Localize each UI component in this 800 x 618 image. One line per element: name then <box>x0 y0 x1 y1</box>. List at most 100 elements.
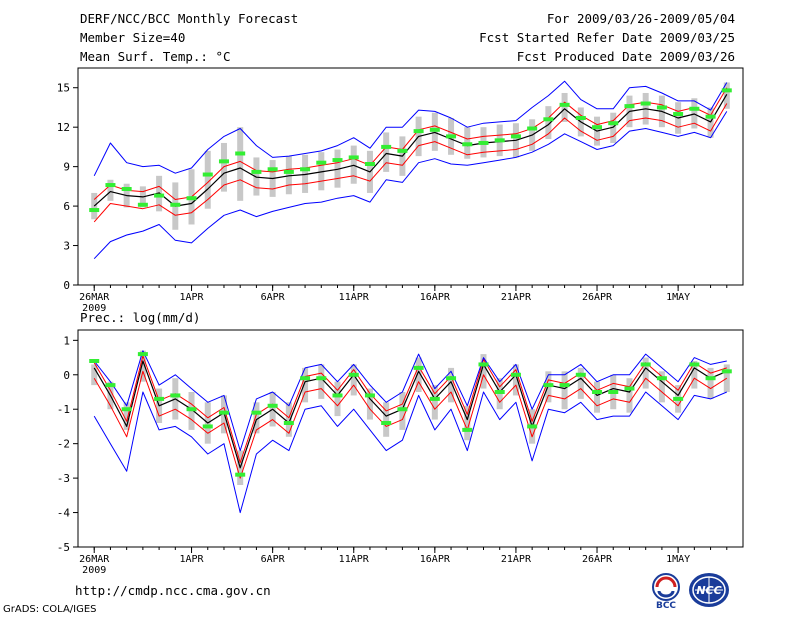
temp-observed-point <box>413 129 424 134</box>
temp-observed-point <box>283 169 294 174</box>
member-size: Member Size=40 <box>80 30 186 45</box>
prec-member-bar <box>431 385 438 420</box>
temp-member-bar <box>545 106 552 140</box>
prec-series-upper-inner <box>93 355 727 464</box>
prec-member-bar <box>691 361 698 389</box>
temp-observed-point <box>300 167 311 172</box>
temp-observed-point <box>446 134 457 139</box>
prec-y-tick-label: 0 <box>63 369 70 382</box>
prec-member-bar <box>480 354 487 389</box>
prec-member-bar <box>334 381 341 417</box>
prec-x-tick-label: 11APR <box>339 554 370 565</box>
bcc-logo-label: BCC <box>656 601 676 610</box>
temp-x-year-label: 2009 <box>82 303 106 314</box>
prec-observed-point <box>689 362 700 367</box>
prec-series-lower-inner <box>93 370 728 479</box>
temp-panel: 0 3 6 9 12 15 26MAR 1APR 6APR 11APR 16APR 21APR 26AP… <box>57 67 744 314</box>
temp-observed-point <box>186 196 197 201</box>
temp-observed-point <box>121 186 132 191</box>
prec-member-bar <box>512 364 519 396</box>
prec-member-bar <box>658 371 665 403</box>
prec-member-bar <box>464 405 471 441</box>
temp-x-tick-label: 1MAY <box>666 292 690 303</box>
temp-y-tick-label: 6 <box>63 200 70 213</box>
prec-observed-point <box>527 424 538 429</box>
prec-observed-point <box>478 362 489 367</box>
prec-x-tick-label: 26MAR <box>79 554 110 565</box>
temp-series-mean <box>93 93 728 207</box>
prec-x-tick-label: 6APR <box>261 554 286 565</box>
prec-member-bar <box>707 367 714 399</box>
temp-observed-point <box>624 104 635 109</box>
temp-observed-point <box>218 159 229 164</box>
prec-member-bar <box>302 367 309 403</box>
temp-member-bar <box>285 156 292 195</box>
prec-observed-point <box>559 383 570 388</box>
prec-series-mean <box>93 360 728 469</box>
prec-observed-point <box>364 393 375 398</box>
prec-observed-point <box>154 396 165 401</box>
temp-observed-point <box>316 160 327 165</box>
temp-observed-point <box>170 202 181 207</box>
header-right: For 2009/03/26-2009/05/04 Fcst Started R… <box>479 10 735 67</box>
prec-observed-point <box>429 396 440 401</box>
temp-observed-point <box>478 140 489 145</box>
prec-observed-point <box>105 383 116 388</box>
temp-observed-point <box>381 144 392 149</box>
prec-member-bar <box>577 367 584 399</box>
prec-y-tick-label: -2 <box>57 438 70 451</box>
temp-member-bar <box>318 152 325 191</box>
temp-observed-point <box>202 172 213 177</box>
prec-y-tick-label: -5 <box>57 541 70 554</box>
forecast-period: For 2009/03/26-2009/05/04 <box>546 11 735 26</box>
prec-x-year-label: 2009 <box>82 565 106 576</box>
temp-y-tick-label: 0 <box>63 279 70 292</box>
temp-observed-point <box>105 183 116 188</box>
variable-label: Mean Surf. Temp.: °C <box>80 49 231 64</box>
temp-observed-point <box>527 126 538 131</box>
temp-observed-point <box>429 127 440 132</box>
temp-observed-point <box>137 202 148 207</box>
header-left: DERF/NCC/BCC Monthly Forecast Member Siz… <box>80 10 298 67</box>
prec-member-bar <box>594 381 601 413</box>
prec-observed-point <box>705 376 716 381</box>
temp-observed-point <box>89 208 100 213</box>
prec-member-bar <box>415 357 422 392</box>
temp-observed-point <box>608 121 619 126</box>
prec-member-bar <box>561 371 568 410</box>
chart-title: DERF/NCC/BCC Monthly Forecast <box>80 11 299 26</box>
prec-member-bar <box>318 364 325 399</box>
temp-series-lower-outer <box>93 111 728 260</box>
prec-observed-point <box>300 376 311 381</box>
prec-x-tick-label: 21APR <box>501 554 532 565</box>
temp-x-tick-label: 11APR <box>339 292 370 303</box>
prec-observed-point <box>510 372 521 377</box>
prec-member-bar <box>253 402 260 434</box>
prec-panel-title: Prec.: log(mm/d) <box>80 310 200 325</box>
temp-observed-point <box>559 102 570 107</box>
prec-observed-point <box>251 410 262 415</box>
forecast-started-date: Fcst Started Refer Date 2009/03/25 <box>479 30 735 45</box>
temp-x-tick-label: 6APR <box>261 292 286 303</box>
temp-member-bar <box>723 82 730 109</box>
prec-observed-point <box>332 393 343 398</box>
temp-y-tick-label: 3 <box>63 240 70 253</box>
prec-observed-point <box>186 407 197 412</box>
prec-observed-point <box>89 359 100 363</box>
temp-y-tick-label: 15 <box>57 82 70 95</box>
temp-series-upper-outer <box>93 80 728 177</box>
temp-x-tick-label: 26APR <box>582 292 613 303</box>
prec-observed-point <box>608 390 619 394</box>
temp-y-tick-label: 9 <box>63 161 70 174</box>
temp-observed-point <box>348 155 359 160</box>
prec-observed-point <box>381 421 392 425</box>
prec-observed-point <box>721 369 732 374</box>
temp-observed-point <box>251 169 262 174</box>
prec-x-tick-label: 1MAY <box>666 554 690 565</box>
temp-observed-point <box>332 158 343 163</box>
source-url[interactable]: http://cmdp.ncc.cma.gov.cn <box>75 583 271 598</box>
forecast-produced-date: Fcst Produced Date 2009/03/26 <box>516 49 735 64</box>
temp-member-bar <box>691 98 698 129</box>
prec-member-bar <box>366 388 373 420</box>
